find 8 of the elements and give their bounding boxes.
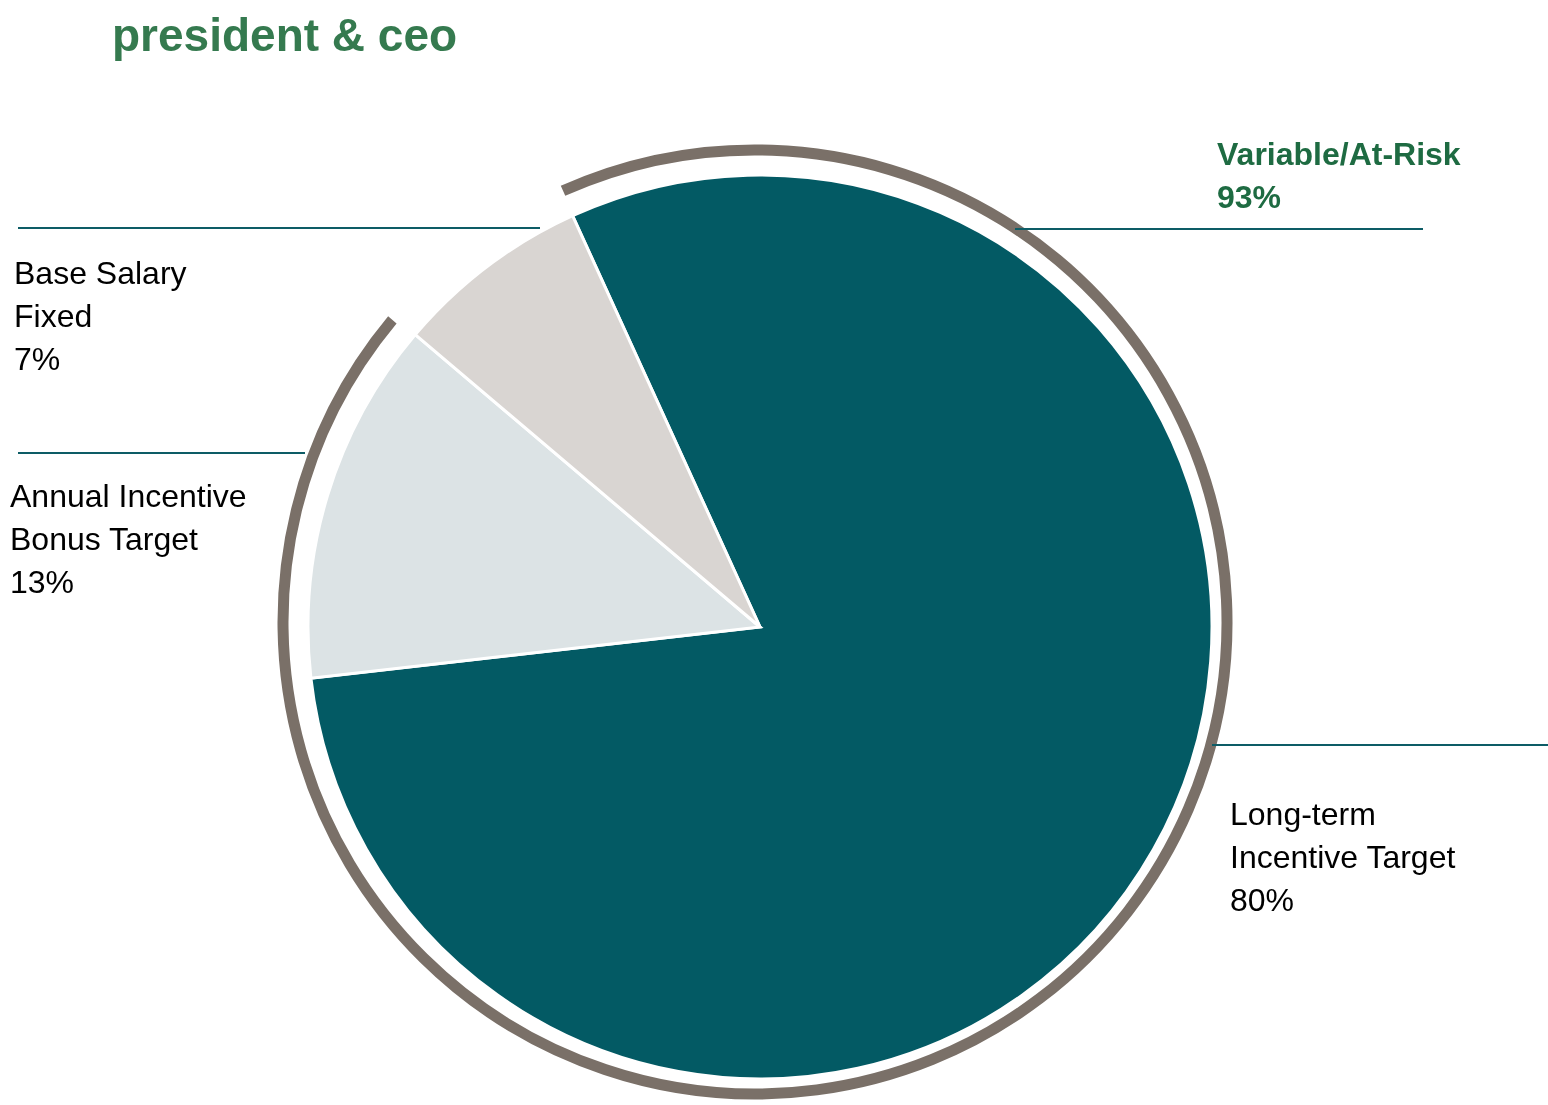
slice-label: Base Salary Fixed bbox=[14, 255, 187, 334]
data-label: 80% bbox=[1230, 882, 1295, 918]
data-label: 7% bbox=[14, 341, 61, 377]
text: Variable/At-Risk 93% bbox=[1217, 135, 1461, 217]
chart-title: president & ceo bbox=[112, 8, 458, 62]
slice-label: Annual Incentive Bonus Target bbox=[10, 478, 247, 557]
slice-label: Long-term Incentive Target bbox=[1230, 796, 1456, 875]
data-label: 13% bbox=[10, 564, 75, 600]
